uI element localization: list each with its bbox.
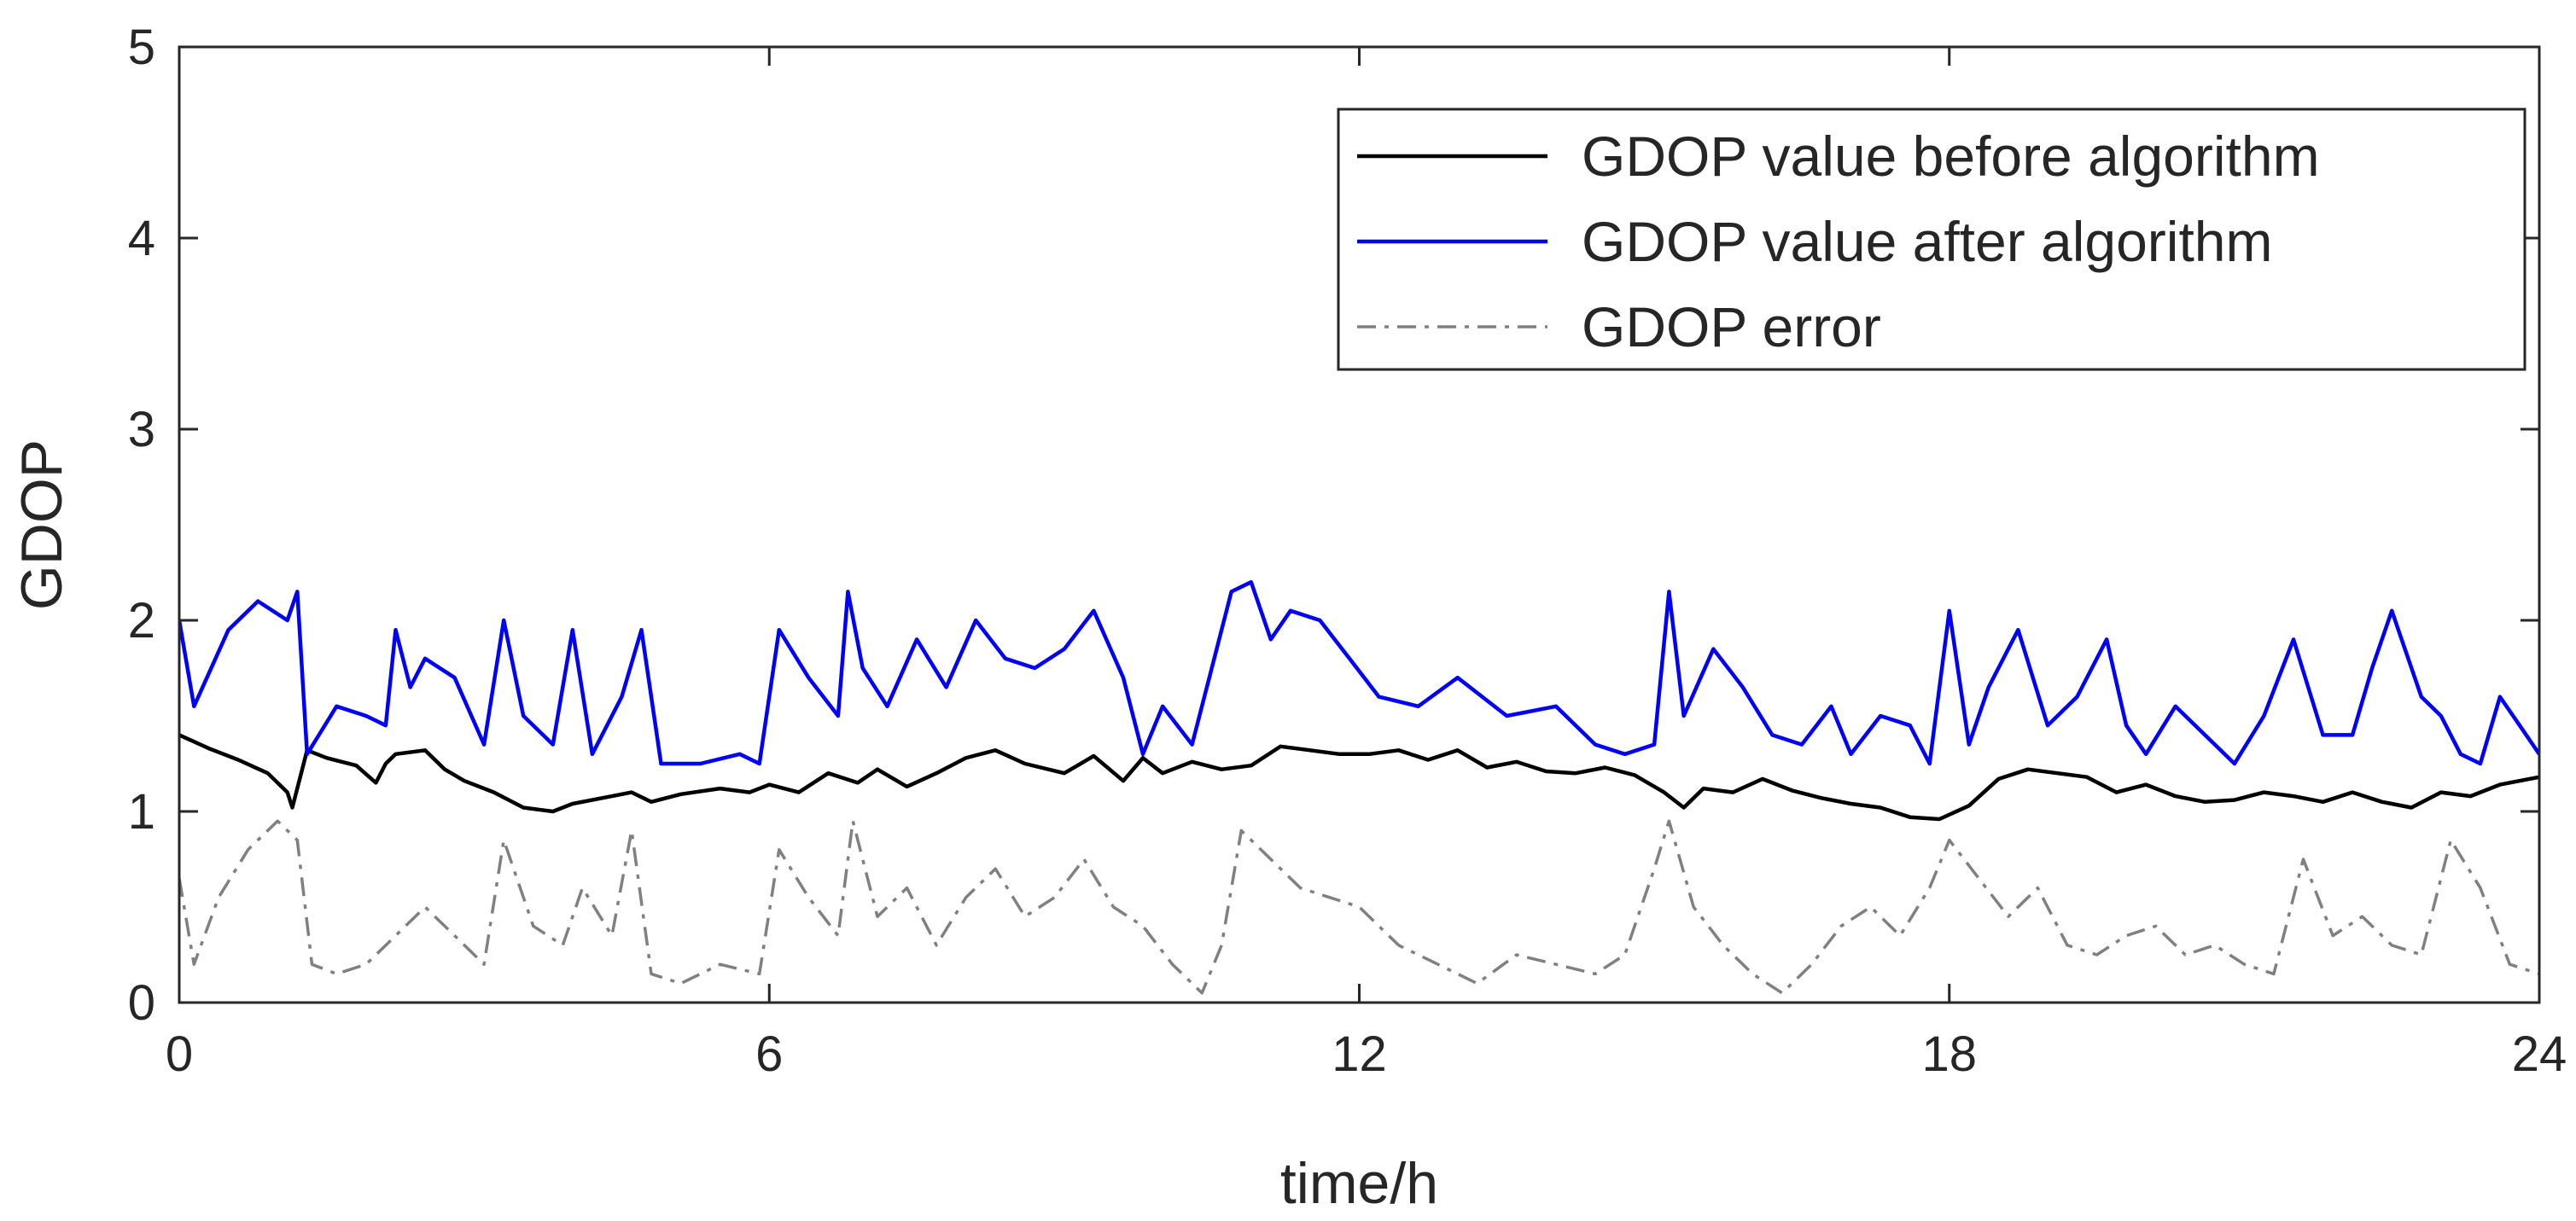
x-tick-label: 6: [755, 1026, 783, 1082]
series-line-2: [179, 819, 2539, 995]
legend-label: GDOP value after algorithm: [1582, 210, 2272, 273]
legend: GDOP value before algorithm GDOP value af…: [1337, 108, 2526, 371]
x-tick-label: 24: [2512, 1026, 2567, 1082]
series-line-1: [179, 579, 2539, 766]
y-axis-label: GDOP: [9, 439, 74, 610]
y-tick-label: 0: [128, 975, 155, 1031]
y-tick-label: 5: [128, 20, 155, 75]
legend-label: GDOP value before algorithm: [1582, 125, 2320, 188]
x-tick-label: 12: [1332, 1026, 1387, 1082]
series-line-0: [179, 733, 2539, 822]
y-tick-label: 3: [128, 402, 155, 457]
x-tick-label: 0: [166, 1026, 193, 1082]
legend-label: GDOP error: [1582, 295, 1881, 358]
y-tick-label: 4: [128, 211, 155, 266]
x-axis-label: time/h: [1280, 1151, 1438, 1216]
y-tick-label: 2: [128, 593, 155, 648]
plot-area: [179, 579, 2539, 995]
x-tick-label: 18: [1921, 1026, 1977, 1082]
y-tick-label: 1: [128, 784, 155, 840]
